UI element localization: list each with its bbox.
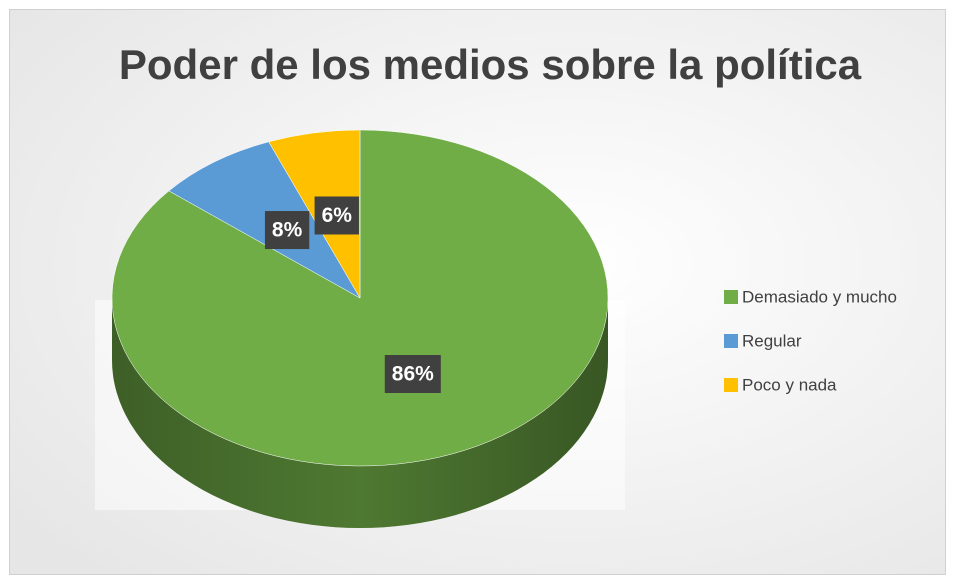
data-label-box — [314, 196, 359, 235]
legend-swatch — [724, 290, 738, 304]
data-label-box — [264, 211, 310, 250]
chart-title: Poder de los medios sobre la política — [119, 41, 862, 88]
data-label-box — [384, 355, 441, 394]
data-label-text: 86% — [392, 363, 434, 386]
data-label: 6% — [314, 196, 359, 235]
legend-label: Demasiado y mucho — [742, 287, 897, 306]
legend-swatch — [724, 378, 738, 392]
data-label: 86% — [384, 355, 441, 394]
legend-label: Poco y nada — [742, 375, 837, 394]
data-label-text: 6% — [322, 204, 353, 227]
slice-side-shade — [112, 298, 608, 528]
data-label: 8% — [264, 211, 310, 250]
legend-label: Regular — [742, 331, 802, 350]
data-label-text: 8% — [272, 219, 303, 242]
slice — [168, 141, 361, 299]
slice — [268, 129, 361, 299]
legend-swatch — [724, 334, 738, 348]
